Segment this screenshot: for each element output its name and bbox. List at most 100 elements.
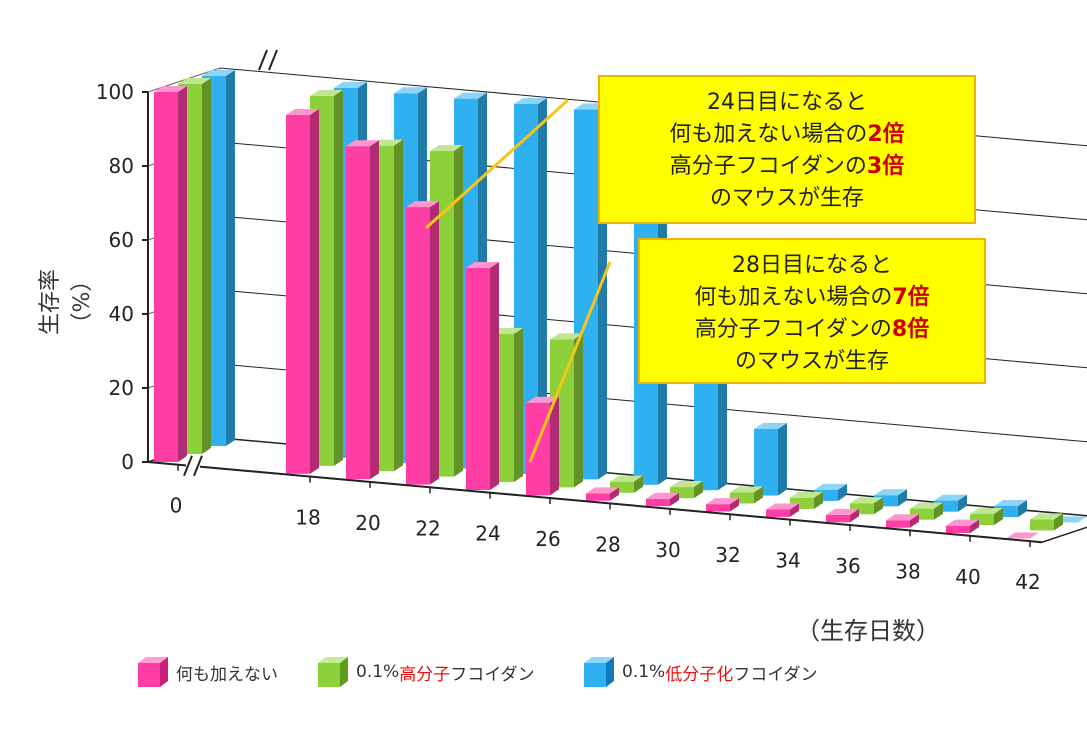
bar	[730, 486, 763, 504]
x-tick-label: 34	[775, 549, 800, 573]
bar-side	[574, 333, 583, 488]
bar-front	[706, 504, 730, 512]
bar-front	[646, 498, 670, 507]
x-tick-label: 38	[895, 559, 920, 583]
axis-break-mark	[268, 49, 278, 71]
bar-front	[910, 508, 934, 520]
bar-top	[754, 422, 787, 429]
bar-front	[826, 514, 850, 523]
bar-front	[610, 481, 634, 493]
bar	[154, 86, 187, 462]
bar	[610, 475, 643, 493]
bar-side	[334, 89, 343, 466]
legend-item-control: 何も加えない	[138, 652, 278, 692]
legend-label: 0.1%	[356, 662, 400, 682]
bar-side	[202, 78, 211, 454]
bar-top	[934, 494, 967, 501]
x-tick-label: 42	[1015, 570, 1040, 594]
bar-front	[466, 268, 490, 490]
bar	[994, 499, 1027, 518]
callout-line: 何も加えない場合の2倍	[600, 119, 974, 151]
callout-line: のマウスが生存	[709, 186, 864, 211]
callout-text: 高分子フコイダンの	[669, 154, 867, 179]
bar-top	[394, 87, 427, 94]
bar-front	[994, 505, 1018, 518]
y-tick-label: 40	[109, 302, 134, 326]
bar-front	[286, 114, 310, 474]
bar-top	[706, 498, 739, 505]
bar	[874, 489, 907, 507]
bar-top	[886, 514, 919, 521]
bar-side	[958, 494, 967, 512]
bar-top	[154, 86, 187, 92]
bar	[1006, 532, 1039, 539]
bar-top	[874, 489, 907, 496]
bar-top	[454, 92, 487, 99]
bar-side	[454, 145, 463, 477]
legend-label: 0.1%	[622, 662, 666, 682]
bar-front	[874, 495, 898, 507]
callout-line: 何も加えない場合の7倍	[640, 282, 984, 314]
legend-label: フコイダン	[733, 664, 818, 685]
callout-leaders	[424, 98, 612, 463]
bar-side	[934, 502, 943, 520]
legend-swatch	[318, 657, 348, 687]
callout-multiplier: 2倍	[867, 122, 905, 147]
callout-day24: 24日目になると 何も加えない場合の2倍 高分子フコイダンの3倍 のマウスが生存	[598, 75, 976, 224]
bar-top	[550, 333, 583, 340]
bar	[406, 201, 439, 485]
x-axis	[147, 461, 1043, 544]
bar-top	[730, 486, 763, 493]
legend-label: フコイダン	[450, 664, 535, 685]
bar	[346, 140, 379, 480]
x-tick-label: 30	[655, 538, 680, 562]
bar-side	[1018, 499, 1027, 518]
bar-front	[790, 497, 814, 509]
bar-side	[994, 507, 1003, 526]
callout-text: 何も加えない場合の	[669, 122, 868, 147]
legend-label: 何も加えない	[176, 664, 278, 685]
bar-front	[934, 500, 958, 512]
bar-front	[886, 520, 910, 528]
y-tick-label: 0	[121, 450, 134, 474]
bar	[646, 492, 679, 507]
callout-line: 24日目になると	[707, 90, 867, 115]
y-tick-label: 80	[109, 154, 134, 178]
bar-front	[346, 146, 370, 480]
x-tick-label: 0	[170, 494, 183, 518]
callout-multiplier: 3倍	[866, 154, 905, 179]
bar-top	[790, 491, 823, 498]
bar-side	[754, 486, 763, 504]
bar-top	[310, 89, 343, 96]
callout-multiplier: 8倍	[891, 317, 930, 342]
bar-top	[970, 507, 1003, 514]
callout-line: 高分子フコイダンの3倍	[600, 151, 974, 183]
bar	[970, 507, 1003, 526]
x-tick-label: 36	[835, 554, 860, 578]
bar-top	[430, 145, 463, 152]
y-tick-label: 100	[96, 80, 134, 104]
callout-line: 高分子フコイダンの8倍	[640, 314, 984, 346]
callout-text: 何も加えない場合の	[694, 285, 893, 310]
bar	[910, 502, 943, 520]
bar-top	[814, 483, 847, 490]
bar-side	[634, 475, 643, 493]
bar-side	[730, 498, 739, 512]
bar	[934, 494, 967, 512]
bar	[1030, 513, 1063, 531]
bar-top	[850, 497, 883, 504]
bar	[946, 519, 979, 534]
legend-label-highlight: 低分子化	[665, 664, 734, 685]
legend-item-low-mw: 0.1% 低分子化 フコイダン	[584, 652, 818, 692]
bar-side	[178, 86, 187, 462]
bar-top	[406, 201, 439, 208]
bar-front	[850, 503, 874, 515]
legend-label-highlight: 高分子	[399, 664, 451, 685]
x-tick-label: 20	[355, 511, 380, 535]
bar-top	[466, 262, 499, 268]
bar	[286, 108, 319, 474]
x-tick-label: 18	[295, 506, 320, 530]
x-tick-label: 22	[415, 516, 440, 540]
bar-side	[814, 491, 823, 509]
